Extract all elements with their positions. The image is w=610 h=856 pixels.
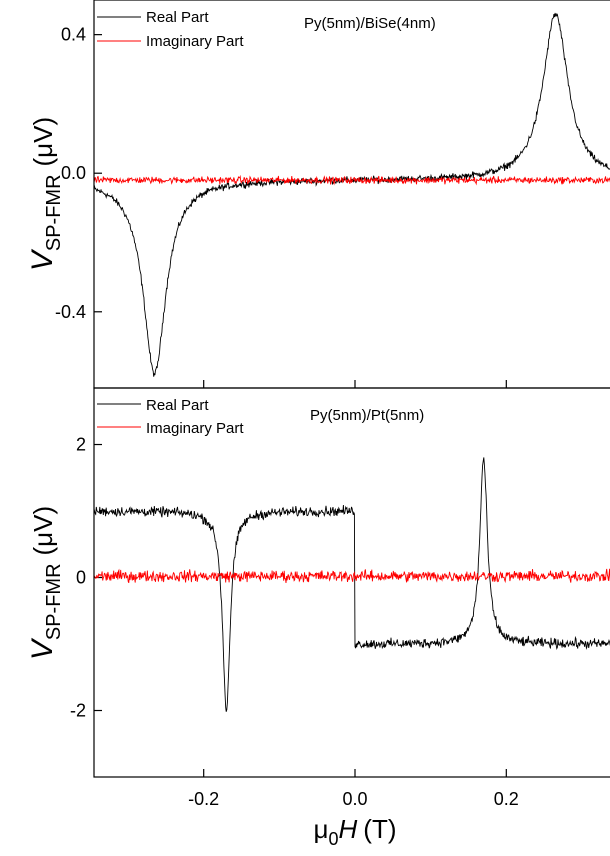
xlabel-mu: μ [314, 814, 329, 844]
x-axis-label: μ0H (T) [314, 814, 397, 849]
bottom-legend-imag-label: Imaginary Part [146, 420, 244, 437]
top-series-real-line [94, 13, 610, 377]
xlabel-unit: (T) [363, 814, 396, 844]
bottom-ytick-label: -2 [70, 701, 86, 721]
top-plot-frame [94, 0, 610, 388]
top-legend-real-label: Real Part [146, 9, 209, 26]
bottom-xtick-label: -0.2 [188, 789, 219, 809]
svg-text:VSP-FMR(μV): VSP-FMR(μV) [26, 117, 65, 271]
xlabel-var: H [339, 814, 358, 844]
top-ytick-label: 0.4 [61, 25, 86, 45]
bottom-xtick-label: 0.0 [342, 789, 367, 809]
top-y-axis-label: VSP-FMR(μV) [26, 117, 65, 271]
bottom-y-axis-label: VSP-FMR(μV) [26, 506, 65, 660]
top-ticks: -0.40.00.4 [55, 25, 506, 388]
bottom-xtick-label: 0.2 [494, 789, 519, 809]
panel-bottom: -2 0 2 -0.2 0.0 0.2 Py(5nm)/Pt(5nm) Real Part… [26, 388, 610, 849]
top-legend: Real Part Imaginary Part [97, 9, 244, 50]
bottom-ytick-label: 2 [76, 435, 86, 455]
bottom-annotation: Py(5nm)/Pt(5nm) [310, 407, 424, 424]
panel-top: -0.40.00.4 Py(5nm)/BiSe(4nm) Real Part I… [26, 0, 610, 388]
top-series [94, 13, 610, 377]
bottom-ytick-label: 0 [76, 568, 86, 588]
bottom-series-imaginary-line [94, 569, 610, 583]
bottom-series-real-line [94, 457, 610, 711]
top-legend-imag-label: Imaginary Part [146, 33, 244, 50]
bottom-legend-real-label: Real Part [146, 397, 209, 414]
svg-text:μ0H(T): μ0H (T) [314, 814, 397, 849]
bottom-legend: Real Part Imaginary Part [97, 397, 244, 437]
bottom-ylabel-unit: (μV) [28, 506, 58, 556]
svg-text:VSP-FMR(μV): VSP-FMR(μV) [26, 506, 65, 660]
top-ylabel-unit: (μV) [28, 117, 58, 167]
xlabel-sub: 0 [328, 829, 338, 849]
top-ytick-label: -0.4 [55, 302, 86, 322]
bottom-series [94, 457, 610, 711]
bottom-ticks: -2 0 2 -0.2 0.0 0.2 [70, 435, 519, 809]
bottom-ylabel-sub: SP-FMR [43, 563, 65, 640]
top-ylabel-sub: SP-FMR [43, 174, 65, 251]
bottom-plot-frame [94, 388, 610, 777]
top-annotation: Py(5nm)/BiSe(4nm) [304, 15, 436, 32]
